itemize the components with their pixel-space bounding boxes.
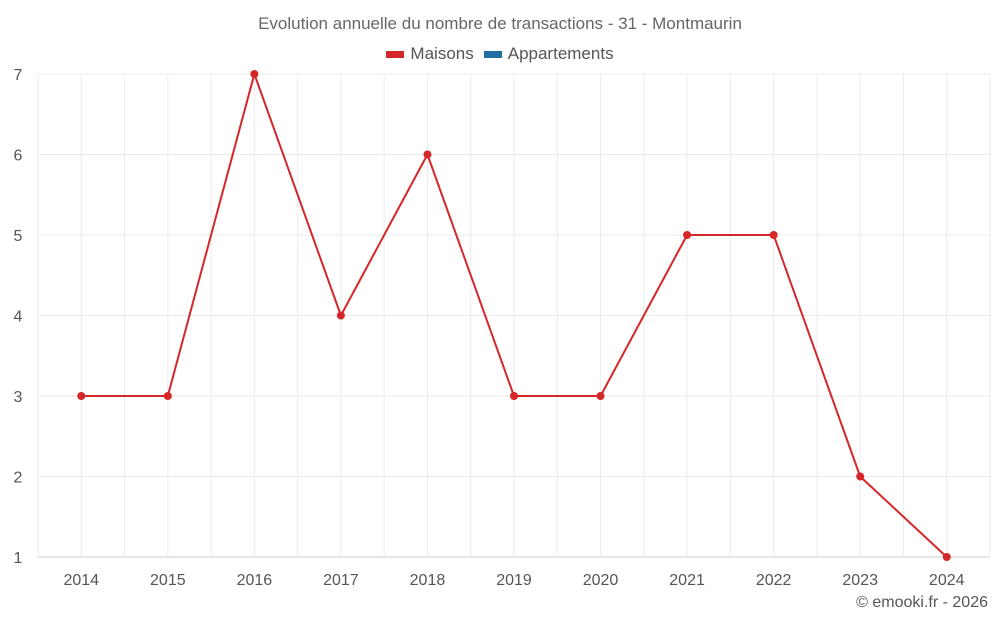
- data-point: [250, 70, 259, 78]
- legend-item-appartements[interactable]: Appartements: [483, 44, 614, 64]
- legend-swatch-appartements: [483, 50, 502, 58]
- x-tick-label: 2014: [63, 572, 99, 589]
- x-tick-label: 2019: [496, 572, 532, 589]
- x-tick-label: 2016: [237, 572, 273, 589]
- y-tick-label: 5: [14, 228, 23, 245]
- x-tick-label: 2021: [669, 572, 705, 589]
- legend-label: Appartements: [507, 44, 614, 63]
- x-tick-label: 2022: [756, 572, 792, 589]
- legend-swatch-maisons: [386, 50, 405, 58]
- x-tick-label: 2017: [323, 572, 359, 589]
- legend: Maisons Appartements: [0, 44, 1000, 64]
- x-tick-label: 2024: [929, 572, 965, 589]
- legend-item-maisons[interactable]: Maisons: [386, 44, 474, 64]
- y-tick-label: 6: [14, 148, 23, 165]
- data-point: [856, 472, 865, 481]
- data-point: [769, 231, 778, 239]
- copyright-credit: © emooki.fr - 2026: [856, 594, 988, 611]
- y-tick-label: 3: [14, 389, 23, 406]
- data-point: [336, 311, 345, 320]
- data-point: [683, 231, 692, 239]
- x-tick-label: 2023: [842, 572, 878, 589]
- y-tick-label: 4: [14, 309, 23, 326]
- x-tick-label: 2015: [150, 572, 186, 589]
- y-tick-label: 2: [14, 470, 23, 487]
- x-tick-label: 2018: [410, 572, 446, 589]
- data-point: [163, 392, 172, 400]
- x-tick-label: 2020: [583, 572, 619, 589]
- data-point: [423, 150, 432, 159]
- chart-title: Evolution annuelle du nombre de transact…: [258, 14, 742, 33]
- y-tick-label: 1: [14, 550, 23, 567]
- legend-label: Maisons: [410, 44, 474, 63]
- data-point: [77, 392, 86, 400]
- data-point: [596, 392, 605, 400]
- data-point: [510, 392, 518, 400]
- data-point: [942, 553, 951, 561]
- y-tick-label: 7: [14, 67, 23, 84]
